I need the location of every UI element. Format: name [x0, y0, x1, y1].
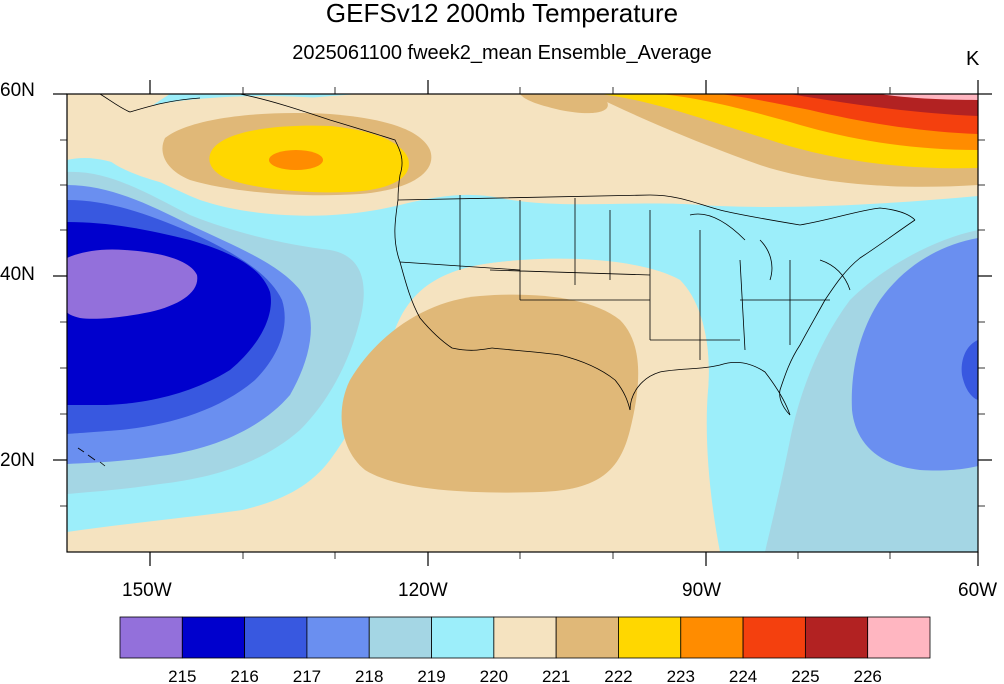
- colorbar-label: 223: [667, 667, 695, 684]
- colorbar-swatch: [119, 616, 183, 659]
- colorbar-label: 218: [355, 667, 383, 684]
- map-frame: [53, 80, 992, 566]
- lon-label-150w: 150W: [122, 580, 172, 601]
- colorbar-label: 216: [230, 667, 258, 684]
- lat-label-20n: 20N: [0, 450, 35, 471]
- coastlines: [77, 94, 916, 467]
- colorbar-label: 219: [417, 667, 445, 684]
- colorbar-label: 217: [293, 667, 321, 684]
- lon-label-90w: 90W: [682, 580, 722, 601]
- colorbar-swatch: [306, 616, 370, 659]
- colorbar-label: 222: [604, 667, 632, 684]
- temperature-field: [67, 94, 978, 552]
- map-title: GEFSv12 200mb Temperature: [325, 0, 679, 28]
- colorbar-swatch: [368, 616, 432, 659]
- colorbar-swatch: [244, 616, 308, 659]
- colorbar-swatch: [493, 616, 557, 659]
- colorbar-swatch: [680, 616, 744, 659]
- colorbar-swatch: [181, 616, 246, 659]
- lat-label-40n: 40N: [0, 264, 35, 285]
- colorbar-swatch: [867, 616, 931, 659]
- colorbar-label: 226: [854, 667, 882, 684]
- colorbar-swatch: [431, 616, 495, 659]
- colorbar-swatch: [804, 616, 869, 659]
- map-subtitle: 2025061100 fweek2_mean Ensemble_Average: [292, 42, 712, 64]
- lon-label-60w: 60W: [958, 580, 998, 601]
- colorbar-label: 224: [729, 667, 757, 684]
- colorbar: 215 216 217 218 219 220 221 222 223 224 225 226: [119, 616, 931, 684]
- colorbar-label: 221: [542, 667, 570, 684]
- colorbar-label: 225: [791, 667, 819, 684]
- colorbar-swatch: [555, 616, 619, 659]
- colorbar-label: 215: [168, 667, 196, 684]
- lat-label-60n: 60N: [0, 80, 35, 101]
- units-label: K: [966, 48, 980, 70]
- colorbar-label: 220: [480, 667, 508, 684]
- colorbar-swatch: [742, 616, 806, 659]
- colorbar-swatch: [618, 616, 682, 659]
- lon-label-120w: 120W: [398, 580, 448, 601]
